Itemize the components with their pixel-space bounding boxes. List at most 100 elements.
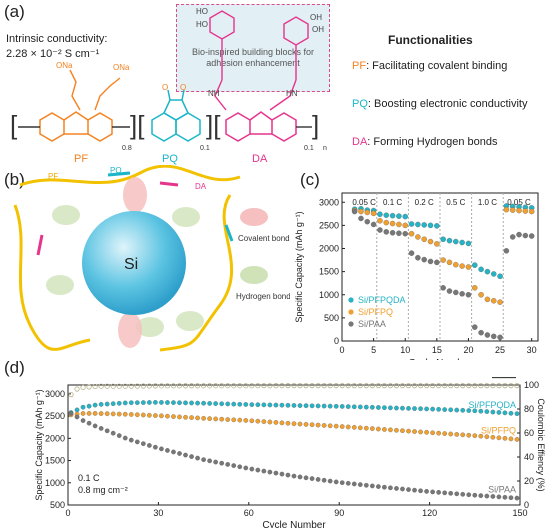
- data-point-Si/PFPQDA: [388, 405, 393, 411]
- data-point-Si/PFPQDA: [273, 402, 279, 408]
- data-point-Si/PFPQ: [446, 259, 453, 266]
- covalent-legend-icon: [240, 208, 268, 226]
- data-point-Si/PFPQDA: [110, 401, 116, 407]
- data-point-Si/PFPQ: [92, 411, 98, 416]
- data-point-CE: [393, 382, 400, 389]
- covalent-legend-label: Covalent bond: [238, 234, 290, 243]
- data-point-Si/PAA: [339, 480, 345, 486]
- data-point-Si/PAA: [446, 288, 453, 294]
- data-point-Si/PFPQ: [490, 434, 496, 440]
- data-point-Si/PFPQ: [383, 219, 390, 226]
- data-point-Si/PAA: [86, 420, 92, 426]
- bracket-close: ]: [312, 110, 319, 140]
- data-point-Si/PFPQDA: [147, 400, 152, 405]
- ona-label-1: ONa: [56, 61, 73, 70]
- data-point-Si/PFPQ: [364, 209, 371, 216]
- data-point-Si/PFPQ: [454, 432, 460, 437]
- data-point-Si/PFPQ: [140, 412, 146, 418]
- data-point-Si/PFPQ: [396, 221, 402, 228]
- data-point-Si/PFPQ: [122, 411, 128, 417]
- data-point-Si/PAA: [503, 248, 510, 254]
- data-point-Si/PAA: [478, 329, 484, 336]
- data-point-Si/PFPQ: [406, 428, 411, 434]
- data-point-Si/PFPQ: [370, 210, 377, 217]
- data-point-Si/PFPQDA: [363, 404, 369, 410]
- bracket-3: ][: [206, 110, 221, 140]
- data-point-CE: [411, 382, 418, 389]
- data-point-Si/PFPQ: [389, 220, 396, 227]
- x-tick-label: 25: [495, 345, 505, 355]
- data-point-Si/PAA: [207, 458, 212, 464]
- y-tick-label: 0: [334, 336, 339, 346]
- data-point-Si/PFPQDA: [472, 408, 478, 414]
- data-point-CE: [399, 382, 406, 389]
- data-point-CE: [267, 383, 273, 389]
- data-point-Si/PFPQDA: [183, 400, 188, 406]
- bio-inspired-text: Bio-inspired building blocks for adhesio…: [191, 47, 315, 68]
- data-point-Si/PFPQ: [497, 299, 503, 305]
- data-point-Si/PAA: [400, 486, 405, 492]
- data-point-Si/PFPQDA: [376, 405, 381, 410]
- data-point-Si/PFPQDA: [207, 401, 212, 406]
- data-point-Si/PAA: [460, 491, 466, 497]
- silicon-particle-icon: [82, 211, 186, 315]
- data-point-Si/PFPQ: [213, 416, 219, 422]
- data-point-CE: [417, 382, 424, 389]
- rate-label: 0.1 C: [383, 198, 402, 207]
- data-point-CE: [74, 386, 80, 392]
- data-point-Si/PAA: [273, 470, 279, 476]
- data-point-Si/PFPQDA: [267, 402, 273, 408]
- x-tick-label: 0: [65, 508, 70, 518]
- data-point-Si/PFPQDA: [153, 400, 158, 405]
- data-point-CE: [213, 383, 219, 389]
- functionalities-list: PF: Facilitating covalent binding PQ: Bo…: [352, 60, 548, 174]
- data-point-CE: [327, 382, 333, 389]
- data-point-Si/PFPQ: [453, 261, 459, 268]
- data-point-CE: [134, 383, 140, 389]
- data-point-Si/PFPQ: [528, 208, 535, 215]
- data-point-CE: [182, 383, 189, 389]
- data-point-Si/PFPQ: [508, 436, 514, 442]
- data-point-Si/PFPQDA: [418, 406, 423, 412]
- data-point-CE: [387, 382, 394, 389]
- panel-d-label: (d): [4, 358, 25, 377]
- da-chain-label: DA: [195, 182, 207, 191]
- data-point-Si/PAA: [189, 454, 194, 459]
- data-point-Si/PFPQ: [388, 427, 393, 433]
- o-label: O: [162, 83, 168, 92]
- data-point-CE: [502, 382, 508, 389]
- data-point-Si/PFPQ: [369, 426, 375, 431]
- polymer-chain-left: [13, 204, 91, 351]
- data-point-CE: [158, 383, 165, 389]
- data-point-Si/PFPQ: [478, 433, 484, 439]
- data-point-Si/PFPQ: [418, 429, 423, 435]
- data-point-CE: [339, 382, 345, 389]
- data-point-Si/PAA: [297, 474, 303, 480]
- data-point-Si/PAA: [424, 489, 429, 494]
- pq-chain-label: PQ: [110, 166, 122, 175]
- data-point-Si/PFPQDA: [189, 400, 194, 406]
- data-point-CE: [351, 382, 357, 389]
- data-point-Si/PFPQ: [201, 415, 206, 421]
- data-point-Si/PFPQDA: [502, 410, 508, 416]
- data-point-Si/PFPQ: [436, 430, 441, 436]
- data-point-Si/PAA: [472, 492, 478, 498]
- data-point-Si/PAA: [309, 476, 315, 481]
- x-axis-title: Cycle Number: [262, 520, 326, 528]
- data-point-Si/PFPQ: [363, 425, 369, 431]
- data-point-Si/PFPQDA: [389, 212, 396, 219]
- data-point-Si/PFPQDA: [261, 402, 267, 408]
- data-point-Si/PFPQ: [415, 234, 421, 240]
- data-point-Si/PFPQDA: [98, 402, 104, 407]
- sub-pf: 0.8: [122, 145, 132, 152]
- data-point-Si/PAA: [237, 464, 243, 470]
- data-point-CE: [333, 382, 339, 389]
- data-point-CE: [201, 383, 207, 389]
- data-point-Si/PAA: [490, 333, 497, 340]
- data-point-CE: [225, 383, 231, 389]
- pq-structure-label: PQ: [162, 153, 178, 165]
- cycling-stability-chart: 0 30 60 90 120 150 500 1000 1500 2000 2500 3000 0 20 4…: [34, 377, 546, 528]
- data-point-Si/PAA: [442, 490, 448, 496]
- data-point-Si/PFPQDA: [177, 400, 182, 406]
- data-point-Si/PAA: [92, 423, 98, 429]
